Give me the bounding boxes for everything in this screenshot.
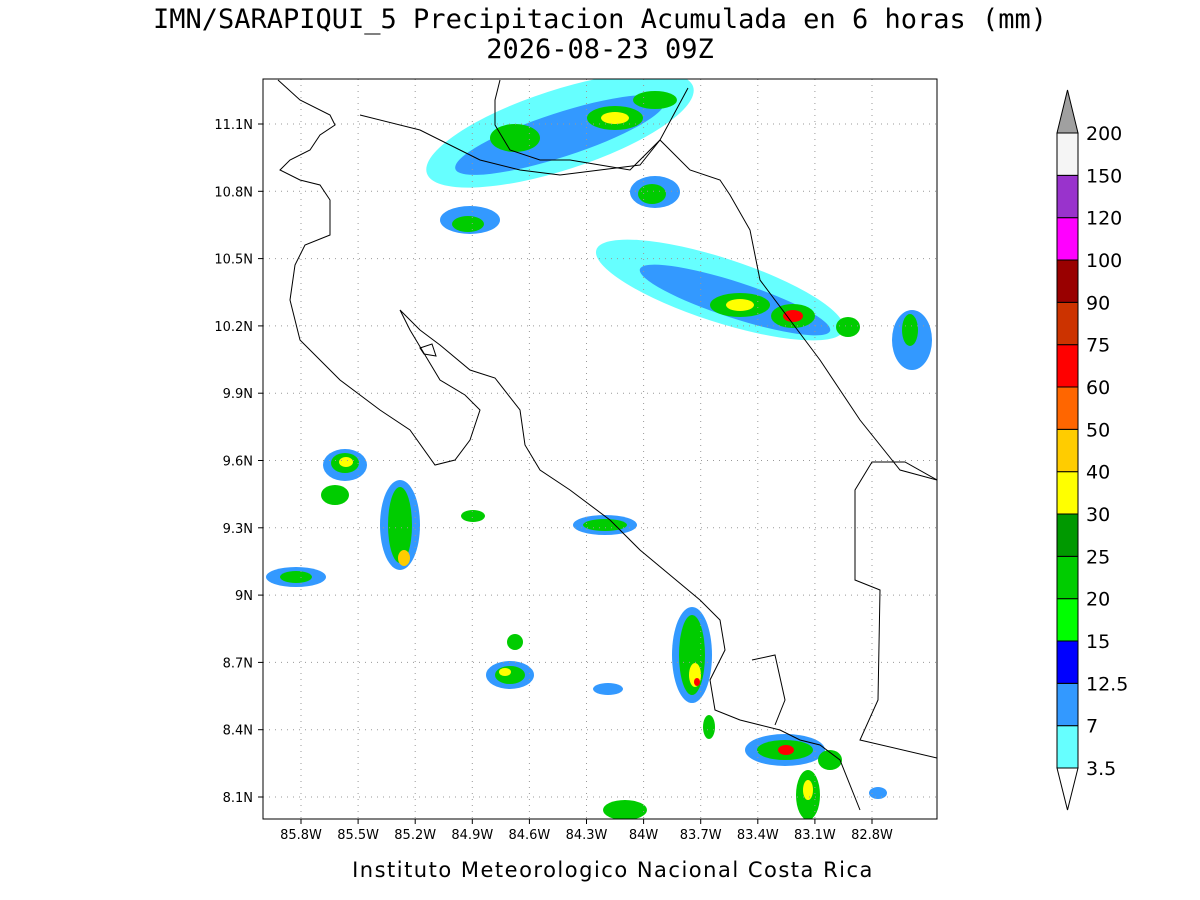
- lon-label: 83.7W: [680, 828, 722, 843]
- rain-cell: [603, 734, 887, 819]
- colorbar-under: [1056, 767, 1079, 811]
- lat-label: 9.9N: [223, 387, 253, 402]
- colorbar-label: 150: [1086, 165, 1122, 187]
- colorbar-over: [1056, 89, 1079, 134]
- lon-label: 84.6W: [508, 828, 550, 843]
- colorbar-label: 30: [1086, 504, 1110, 526]
- lon-label: 83.4W: [737, 828, 779, 843]
- title: IMN/SARAPIQUI_5 Precipitacion Acumulada …: [153, 4, 1047, 35]
- colorbar-box: [1056, 386, 1079, 430]
- colorbar-label: 25: [1086, 546, 1110, 568]
- lat-label: 10.5N: [214, 253, 253, 268]
- lon-label: 84W: [629, 828, 659, 843]
- colorbar-label: 100: [1086, 250, 1122, 272]
- colorbar-label: 15: [1086, 631, 1110, 653]
- border: [359, 87, 689, 176]
- lat-label: 8.7N: [223, 656, 253, 671]
- credit: Instituto Meteorologico Nacional Costa R…: [352, 858, 874, 882]
- colorbar-box: [1056, 555, 1079, 600]
- map-frame: [262, 78, 938, 820]
- rain-cell: [902, 314, 918, 346]
- lon-label: 83.1W: [794, 828, 836, 843]
- colorbar-label: 20: [1086, 589, 1110, 611]
- colorbar-label: 12.5: [1086, 673, 1128, 695]
- colorbar-label: 50: [1086, 419, 1110, 441]
- colorbar-box: [1056, 513, 1079, 557]
- lat-label: 10.8N: [214, 185, 253, 200]
- lat-label: 11.1N: [214, 118, 253, 133]
- colorbar-label: 120: [1086, 208, 1122, 230]
- rain-cell: [461, 510, 637, 695]
- colorbar-box: [1056, 725, 1079, 769]
- colorbar-box: [1056, 598, 1079, 642]
- colorbar-box: [1056, 640, 1079, 684]
- colorbar-label: 75: [1086, 335, 1110, 357]
- lon-label: 84.3W: [566, 828, 608, 843]
- lat-label: 9N: [235, 589, 253, 604]
- colorbar-box: [1056, 428, 1079, 473]
- colorbar-box: [1056, 259, 1079, 303]
- rain-cell: [266, 449, 420, 587]
- border: [854, 461, 937, 759]
- colorbar-label: 60: [1086, 377, 1110, 399]
- colorbar-label: 3.5: [1086, 758, 1116, 780]
- colorbar-label: 7: [1086, 716, 1098, 738]
- rain-cell: [452, 216, 484, 232]
- rain-cell: [595, 239, 860, 341]
- lat-label: 10.2N: [214, 320, 253, 335]
- colorbar-box: [1056, 174, 1079, 219]
- rain-cell: [672, 607, 715, 739]
- colorbar-box: [1056, 301, 1079, 346]
- coastline: [277, 79, 861, 811]
- rain-cell: [638, 184, 666, 204]
- colorbar: 3.5 7 12.5 15 20 25 30 40 50 60 75 90 100 120 150 200: [1056, 89, 1128, 811]
- colorbar-box: [1056, 344, 1079, 388]
- lat-label: 9.6N: [223, 455, 253, 470]
- lon-label: 85.5W: [337, 828, 379, 843]
- lon-label: 82.8W: [851, 828, 893, 843]
- colorbar-box: [1056, 471, 1079, 515]
- graticule: 11.1N 10.8N 10.5N 10.2N 9.9N 9.6N 9.3N 9N 8.7N 8.…: [214, 79, 937, 843]
- colorbar-box: [1056, 217, 1079, 261]
- island: [419, 343, 437, 357]
- subtitle: 2026-08-23 09Z: [486, 34, 714, 65]
- coastline: [751, 654, 786, 726]
- colorbar-label: 40: [1086, 462, 1110, 484]
- lat-label: 9.3N: [223, 522, 253, 537]
- lon-label: 85.8W: [280, 828, 322, 843]
- lon-label: 84.9W: [451, 828, 493, 843]
- lat-label: 8.4N: [223, 724, 253, 739]
- lon-label: 85.2W: [394, 828, 436, 843]
- colorbar-box: [1056, 132, 1079, 176]
- colorbar-label: 90: [1086, 292, 1110, 314]
- coastline: [494, 79, 937, 481]
- coastlines: [277, 79, 937, 811]
- lat-label: 8.1N: [223, 791, 253, 806]
- colorbar-label: 200: [1086, 123, 1122, 145]
- colorbar-box: [1056, 682, 1079, 727]
